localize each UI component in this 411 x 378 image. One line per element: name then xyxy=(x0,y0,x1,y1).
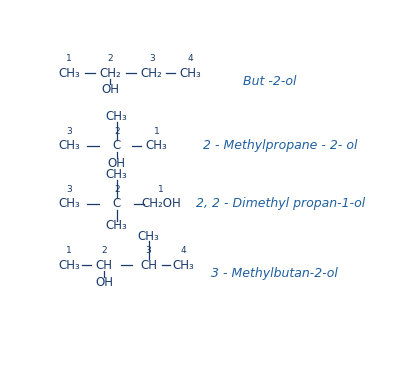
Text: CH₂: CH₂ xyxy=(99,67,121,79)
Text: 1: 1 xyxy=(66,54,72,63)
Text: 3: 3 xyxy=(66,127,72,136)
Text: OH: OH xyxy=(101,82,119,96)
Text: 3: 3 xyxy=(66,185,72,194)
Text: CH₃: CH₃ xyxy=(106,168,127,181)
Text: 2: 2 xyxy=(108,54,113,63)
Text: CH: CH xyxy=(95,259,113,272)
Text: CH₃: CH₃ xyxy=(58,259,80,272)
Text: 2, 2 - Dimethyl propan-1-ol: 2, 2 - Dimethyl propan-1-ol xyxy=(196,197,365,211)
Text: CH: CH xyxy=(140,259,157,272)
Text: CH₃: CH₃ xyxy=(106,110,127,123)
Text: CH₃: CH₃ xyxy=(58,139,80,152)
Text: 2 - Methylpropane - 2- ol: 2 - Methylpropane - 2- ol xyxy=(203,139,358,152)
Text: CH₃: CH₃ xyxy=(106,219,127,232)
Text: CH₂OH: CH₂OH xyxy=(141,197,181,211)
Text: OH: OH xyxy=(108,157,126,170)
Text: But -2-ol: But -2-ol xyxy=(243,75,296,88)
Text: CH₃: CH₃ xyxy=(58,197,80,211)
Text: CH₃: CH₃ xyxy=(173,259,194,272)
Text: 4: 4 xyxy=(187,54,193,63)
Text: 1: 1 xyxy=(158,185,164,194)
Text: 3: 3 xyxy=(149,54,155,63)
Text: CH₃: CH₃ xyxy=(58,67,80,79)
Text: CH₃: CH₃ xyxy=(138,229,159,243)
Text: 3 - Methylbutan-2-ol: 3 - Methylbutan-2-ol xyxy=(211,267,338,280)
Text: 2: 2 xyxy=(101,246,107,255)
Text: C: C xyxy=(113,197,121,211)
Text: C: C xyxy=(113,139,121,152)
Text: CH₃: CH₃ xyxy=(179,67,201,79)
Text: 1: 1 xyxy=(154,127,159,136)
Text: 4: 4 xyxy=(181,246,186,255)
Text: 3: 3 xyxy=(145,246,151,255)
Text: 2: 2 xyxy=(114,127,120,136)
Text: 1: 1 xyxy=(66,246,72,255)
Text: OH: OH xyxy=(95,276,113,289)
Text: CH₃: CH₃ xyxy=(145,139,167,152)
Text: 2: 2 xyxy=(114,185,120,194)
Text: CH₂: CH₂ xyxy=(141,67,163,79)
